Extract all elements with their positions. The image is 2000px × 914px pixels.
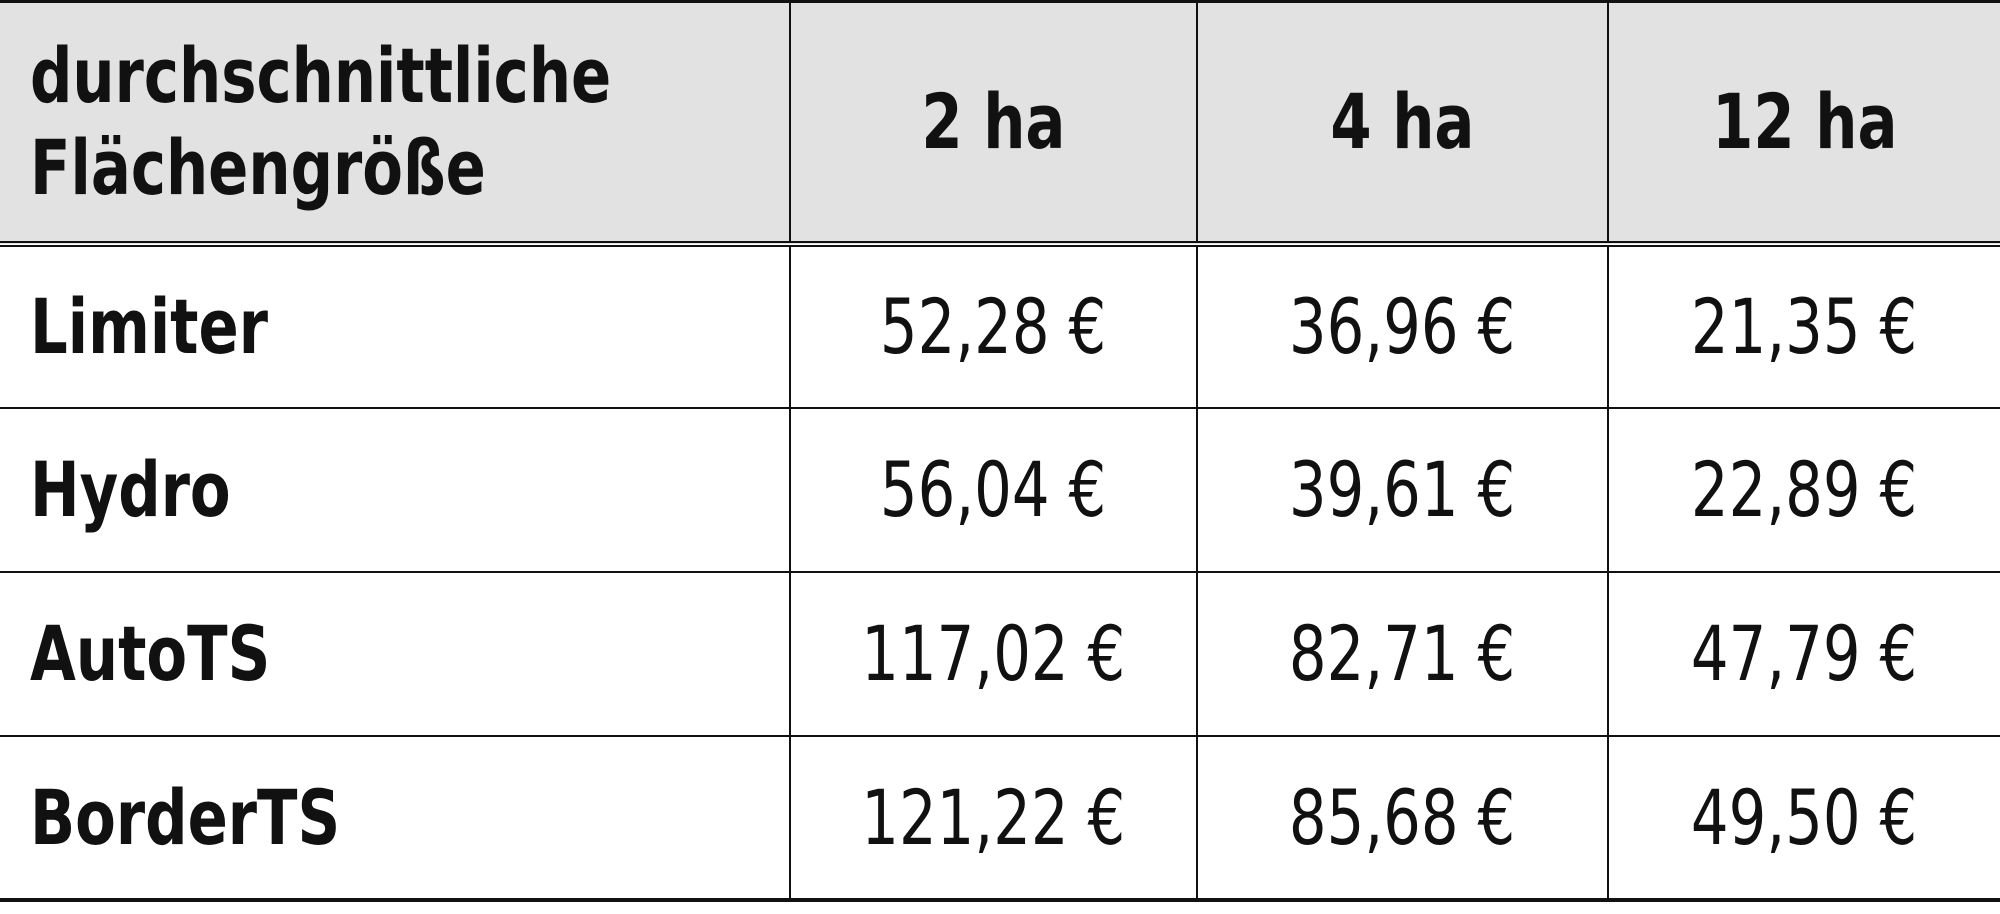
corner-header-label: durchschnittliche Flächengröße bbox=[30, 31, 612, 212]
table-header: durchschnittliche Flächengröße 2 ha 4 ha… bbox=[0, 1, 2000, 247]
row-label: BorderTS bbox=[30, 772, 341, 862]
row-label-cell: Hydro bbox=[0, 408, 790, 573]
value-cell: 56,04 € bbox=[789, 408, 1197, 573]
table-row-limiter: Limiter 52,28 € 36,96 € 21,35 € bbox=[0, 244, 2000, 409]
table-body: Limiter 52,28 € 36,96 € 21,35 € Hydro 56… bbox=[0, 244, 2000, 900]
row-label-cell: BorderTS bbox=[0, 736, 790, 900]
value-cell: 39,61 € bbox=[1196, 408, 1608, 573]
value-cell: 49,50 € bbox=[1607, 736, 2000, 900]
value-cell: 47,79 € bbox=[1607, 572, 2000, 737]
value-cell: 22,89 € bbox=[1607, 408, 2000, 573]
column-header-2ha: 2 ha bbox=[789, 1, 1197, 247]
table-row-borderts: BorderTS 121,22 € 85,68 € 49,50 € bbox=[0, 736, 2000, 900]
table-row-hydro: Hydro 56,04 € 39,61 € 22,89 € bbox=[0, 408, 2000, 573]
value-cell: 52,28 € bbox=[789, 244, 1197, 409]
column-header-4ha: 4 ha bbox=[1196, 1, 1608, 247]
header-row: durchschnittliche Flächengröße 2 ha 4 ha… bbox=[0, 1, 2000, 247]
value-cell: 82,71 € bbox=[1196, 572, 1608, 737]
row-label-cell: AutoTS bbox=[0, 572, 790, 737]
column-header-12ha: 12 ha bbox=[1607, 1, 2000, 247]
row-label: AutoTS bbox=[30, 609, 271, 699]
corner-header-cell: durchschnittliche Flächengröße bbox=[0, 1, 790, 247]
value-cell: 36,96 € bbox=[1196, 244, 1608, 409]
table-row-autots: AutoTS 117,02 € 82,71 € 47,79 € bbox=[0, 572, 2000, 737]
value-cell: 121,22 € bbox=[789, 736, 1197, 900]
row-label: Hydro bbox=[30, 445, 231, 535]
value-cell: 85,68 € bbox=[1196, 736, 1608, 900]
row-label-cell: Limiter bbox=[0, 244, 790, 409]
row-label: Limiter bbox=[30, 282, 268, 372]
value-cell: 117,02 € bbox=[789, 572, 1197, 737]
value-cell: 21,35 € bbox=[1607, 244, 2000, 409]
